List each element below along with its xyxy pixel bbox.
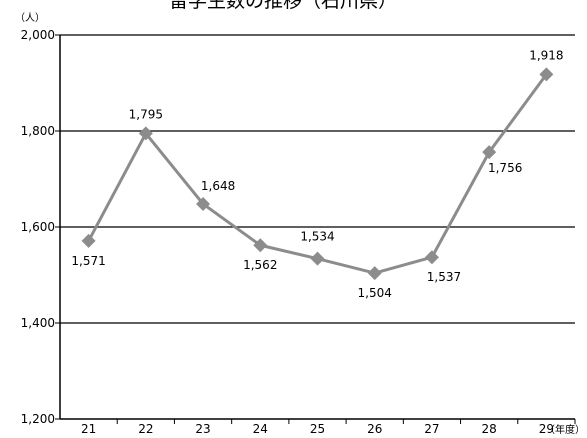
data-point-marker (138, 126, 153, 141)
data-label: 1,504 (358, 286, 392, 300)
x-axis-unit: （年度） (545, 423, 585, 436)
data-label: 1,571 (71, 254, 105, 268)
y-tick-label: 1,400 (21, 316, 55, 330)
data-label: 1,534 (300, 230, 334, 244)
y-tick-label: 2,000 (21, 28, 55, 42)
data-point-marker (367, 266, 382, 281)
x-tick-label: 26 (367, 422, 382, 436)
x-tick-label: 24 (253, 422, 268, 436)
y-tick-label: 1,800 (21, 124, 55, 138)
data-label: 1,918 (529, 48, 563, 62)
data-labels: 1,571 1,795 1,648 1,562 1,534 1,504 1,537 1,756… (71, 48, 563, 300)
data-label: 1,562 (243, 258, 277, 272)
series-line (81, 67, 554, 281)
x-tick-label: 23 (195, 422, 210, 436)
axes (59, 35, 575, 420)
chart-title: 留学生数の推移（石川県） (169, 0, 397, 12)
data-label: 1,537 (427, 270, 461, 284)
y-axis-unit: （人） (15, 12, 45, 24)
x-tick-label: 25 (310, 422, 325, 436)
x-tick-label: 21 (81, 422, 96, 436)
x-axis-ticks: 21 22 23 24 25 26 27 28 29 (81, 419, 576, 436)
data-point-marker (424, 250, 439, 265)
y-axis-ticks: 1,200 1,400 1,600 1,800 2,000 (21, 28, 60, 426)
y-tick-label: 1,600 (21, 220, 55, 234)
data-point-marker (539, 67, 554, 82)
y-tick-label: 1,200 (21, 412, 55, 426)
data-label: 1,648 (201, 179, 235, 193)
x-tick-label: 28 (482, 422, 497, 436)
x-tick-label: 29 (539, 422, 554, 436)
data-point-marker (196, 196, 211, 211)
gridlines (60, 34, 575, 324)
data-point-marker (310, 251, 325, 266)
x-tick-label: 22 (138, 422, 153, 436)
data-label: 1,795 (129, 107, 163, 121)
x-tick-label: 27 (424, 422, 439, 436)
data-point-marker (253, 238, 268, 253)
data-label: 1,756 (488, 161, 522, 175)
data-point-marker (482, 145, 497, 160)
data-point-marker (81, 233, 96, 248)
